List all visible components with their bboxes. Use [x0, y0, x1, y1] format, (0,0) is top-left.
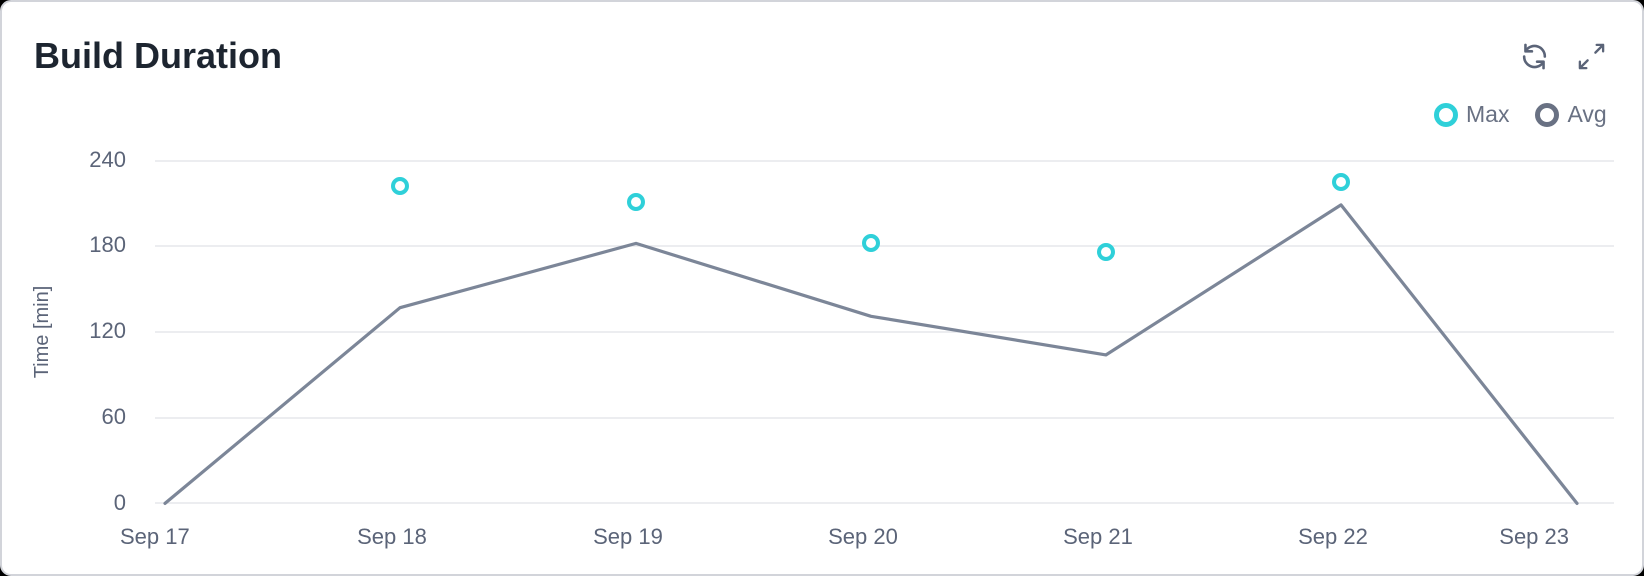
svg-text:Time [min]: Time [min] [31, 286, 53, 379]
svg-text:120: 120 [89, 318, 126, 343]
svg-text:Sep 21: Sep 21 [1063, 524, 1133, 549]
svg-text:240: 240 [89, 147, 126, 172]
svg-text:Sep 20: Sep 20 [828, 524, 898, 549]
svg-text:0: 0 [114, 490, 126, 515]
svg-text:Sep 23: Sep 23 [1499, 524, 1569, 549]
svg-text:Sep 22: Sep 22 [1298, 524, 1368, 549]
svg-text:Sep 18: Sep 18 [357, 524, 427, 549]
svg-text:60: 60 [102, 404, 126, 429]
svg-text:Sep 19: Sep 19 [593, 524, 663, 549]
svg-text:180: 180 [89, 232, 126, 257]
svg-text:Sep 17: Sep 17 [120, 524, 190, 549]
